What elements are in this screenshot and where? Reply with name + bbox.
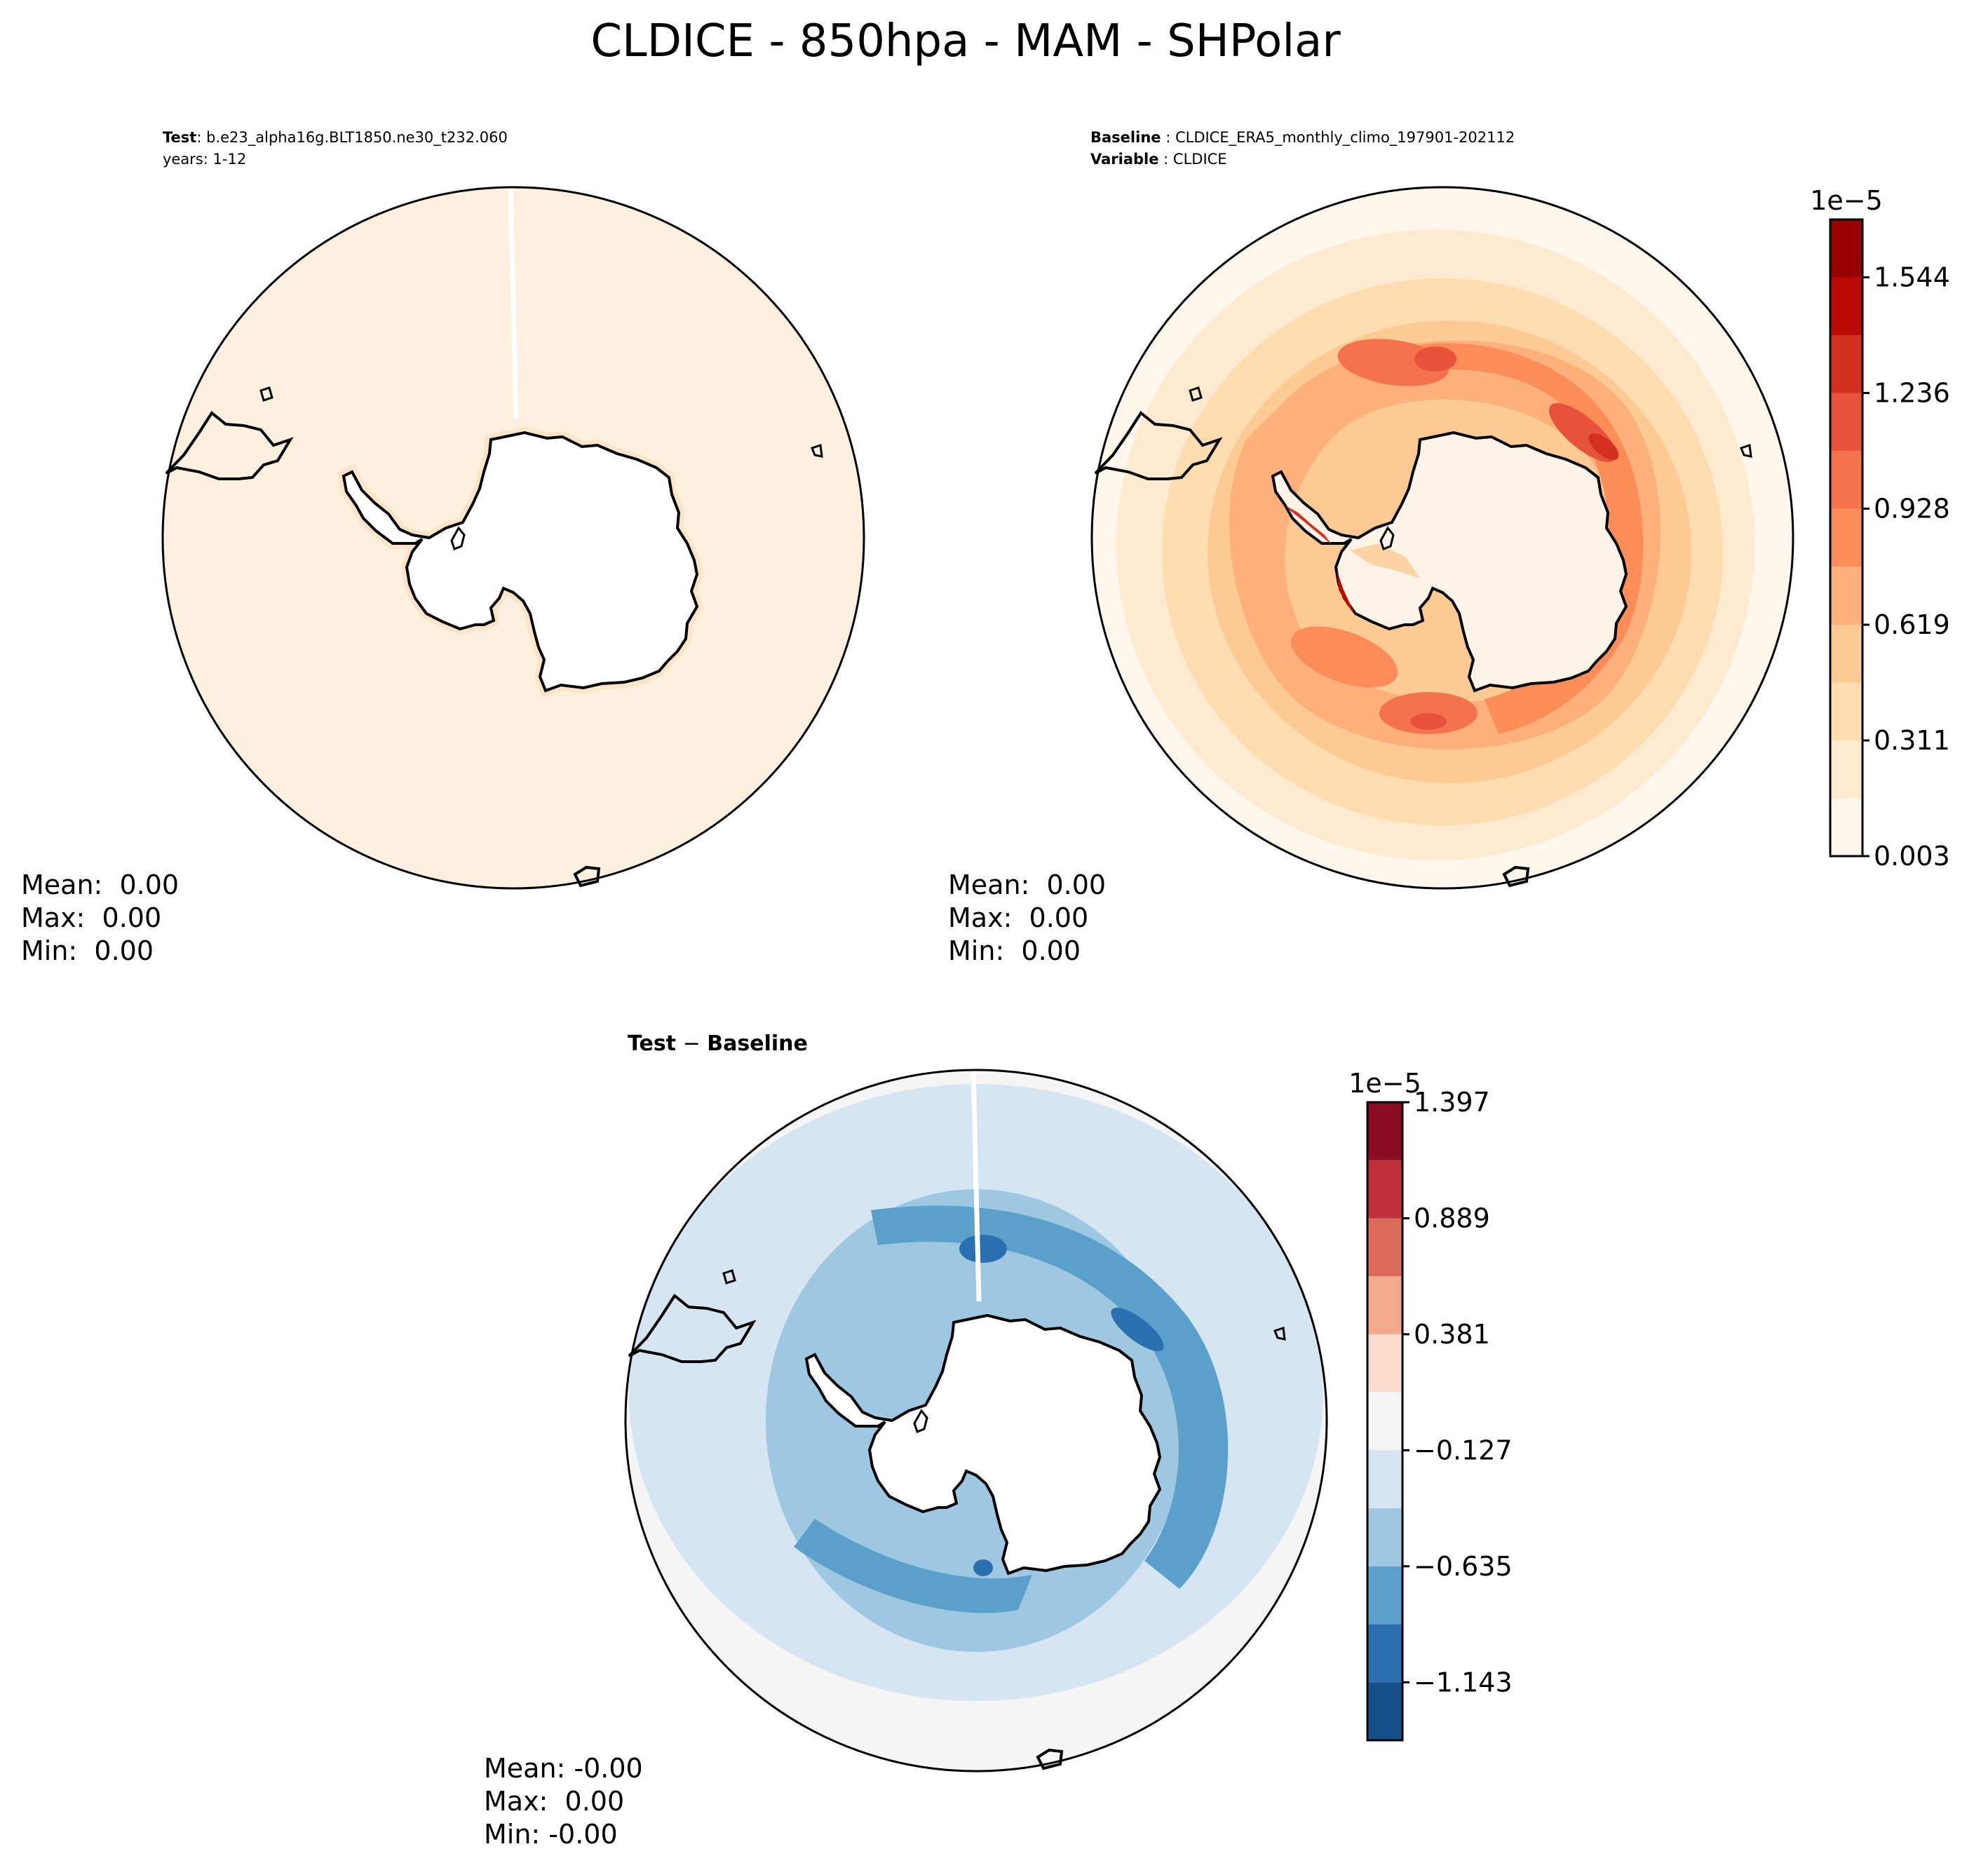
baseline-variable-value: CLDICE bbox=[1173, 151, 1227, 168]
baseline-peninsula-peak bbox=[1285, 506, 1332, 545]
diff-header: Test − Baseline bbox=[628, 1031, 808, 1056]
baseline-colorbar-bin bbox=[1830, 334, 1862, 393]
baseline-colorbar-tick-label: 1.236 bbox=[1874, 377, 1950, 408]
diff-colorbar-multiplier: 1e−5 bbox=[1348, 1068, 1421, 1099]
diff-colorbar-bin bbox=[1367, 1160, 1402, 1219]
panel-baseline: Baseline : CLDICE_ERA5_monthly_climo_197… bbox=[948, 129, 1950, 966]
diff-colorbar-tick-label: −1.143 bbox=[1414, 1667, 1513, 1698]
diff-blob-darkest-3 bbox=[973, 1559, 993, 1576]
baseline-colorbar-bin bbox=[1830, 682, 1862, 741]
baseline-colorbar-bin bbox=[1830, 625, 1862, 683]
diff-colorbar-tick-label: 1.397 bbox=[1414, 1087, 1490, 1118]
test-header-years: years: 1-12 bbox=[163, 151, 246, 168]
baseline-colorbar-bin bbox=[1830, 450, 1862, 509]
baseline-stat-min: Min: 0.00 bbox=[948, 935, 1081, 966]
diff-colorbar-tick-label: 0.889 bbox=[1414, 1202, 1490, 1233]
baseline-colorbar-frame bbox=[1829, 218, 1864, 858]
panel-difference: Test − Baseline Mean: -0.00 Max: 0.00 Mi bbox=[484, 1031, 1513, 1850]
diff-map-boundary bbox=[624, 1069, 1328, 1773]
test-stat-min: Min: 0.00 bbox=[21, 935, 154, 966]
diff-ring-dark bbox=[871, 1205, 1229, 1589]
baseline-header-value: CLDICE_ERA5_monthly_climo_197901-202112 bbox=[1175, 129, 1515, 147]
diff-colorbar-tick-label: −0.127 bbox=[1414, 1435, 1513, 1465]
baseline-variable-sep: : bbox=[1158, 151, 1172, 168]
test-stat-mean: Mean: 0.00 bbox=[21, 869, 179, 900]
test-map bbox=[161, 186, 865, 890]
diff-blob-darkest-2 bbox=[1111, 1307, 1164, 1352]
baseline-blob-level-9 bbox=[1588, 433, 1619, 461]
diff-header-baseline: Baseline bbox=[707, 1031, 808, 1056]
panel-test: Test: b.e23_alpha16g.BLT1850.ne30_t232.0… bbox=[21, 129, 865, 966]
test-header-sep: : bbox=[196, 129, 206, 146]
baseline-ross-shelf bbox=[1350, 543, 1420, 578]
test-dateline-seam bbox=[508, 187, 519, 419]
baseline-blob-level-7b bbox=[1414, 346, 1456, 372]
baseline-map-boundary bbox=[1090, 186, 1794, 890]
diff-colorbar-bin bbox=[1367, 1218, 1402, 1277]
baseline-colorbar-bin bbox=[1830, 798, 1862, 856]
diff-colorbar-tick-label: −0.635 bbox=[1414, 1551, 1513, 1582]
baseline-header-sep: : bbox=[1161, 129, 1175, 146]
diff-colorbar-bin bbox=[1367, 1566, 1402, 1625]
baseline-colorbar: 0.003 0.311 0.619 0.928 1.236 1.544 1e−5 bbox=[1810, 185, 1950, 872]
test-map-boundary bbox=[161, 186, 865, 890]
baseline-header-line2: Variable : CLDICE bbox=[1090, 151, 1227, 168]
diff-colorbar-bin bbox=[1367, 1334, 1402, 1393]
baseline-colorbar-bin bbox=[1830, 508, 1862, 567]
baseline-blob-sw bbox=[1290, 626, 1398, 688]
baseline-colorbar-tick-label: 1.544 bbox=[1874, 262, 1950, 292]
diff-stat-min: Min: -0.00 bbox=[484, 1819, 618, 1850]
diff-colorbar-bin bbox=[1367, 1392, 1402, 1451]
baseline-colorbar-bin bbox=[1830, 393, 1862, 451]
baseline-header-key: Baseline bbox=[1090, 129, 1161, 146]
diff-stat-max: Max: 0.00 bbox=[484, 1786, 624, 1817]
diff-colorbar-frame bbox=[1366, 1101, 1404, 1742]
figure-title: CLDICE - 850hpa - MAM - SHPolar bbox=[590, 15, 1341, 67]
baseline-map bbox=[1090, 186, 1794, 890]
diff-blob-darkest-1 bbox=[959, 1235, 1007, 1263]
baseline-colorbar-bin bbox=[1830, 740, 1862, 799]
baseline-colorbar-multiplier: 1e−5 bbox=[1810, 185, 1883, 216]
baseline-colorbar-bin bbox=[1830, 277, 1862, 335]
baseline-colorbar-bin bbox=[1830, 566, 1862, 625]
test-header-value: b.e23_alpha16g.BLT1850.ne30_t232.060 bbox=[206, 129, 508, 147]
baseline-colorbar-tick-label: 0.619 bbox=[1874, 609, 1950, 640]
test-header-key: Test bbox=[163, 129, 196, 146]
diff-colorbar-bin bbox=[1367, 1276, 1402, 1334]
baseline-colorbar-tick-label: 0.928 bbox=[1874, 493, 1950, 524]
baseline-stat-mean: Mean: 0.00 bbox=[948, 869, 1106, 900]
baseline-ross-coast-high bbox=[1337, 571, 1355, 614]
baseline-colorbar-tick-label: 0.311 bbox=[1874, 725, 1950, 756]
diff-ring-dark-s bbox=[794, 1519, 1032, 1613]
baseline-blob-s2 bbox=[1410, 713, 1447, 730]
diff-colorbar-bin bbox=[1367, 1624, 1402, 1683]
baseline-variable-key: Variable bbox=[1090, 151, 1158, 168]
diff-colorbar-bin bbox=[1367, 1508, 1402, 1566]
baseline-header-line1: Baseline : CLDICE_ERA5_monthly_climo_197… bbox=[1090, 129, 1515, 147]
diff-header-test: Test bbox=[628, 1031, 676, 1056]
test-header-line1: Test: b.e23_alpha16g.BLT1850.ne30_t232.0… bbox=[163, 129, 508, 147]
baseline-colorbar-tick-label: 0.003 bbox=[1874, 841, 1950, 872]
diff-colorbar-bin bbox=[1367, 1450, 1402, 1509]
diff-map bbox=[624, 1069, 1328, 1773]
diff-header-minus: − bbox=[676, 1031, 707, 1056]
diff-dateline-seam bbox=[971, 1069, 982, 1302]
diff-stat-mean: Mean: -0.00 bbox=[484, 1753, 643, 1784]
diff-colorbar-bin bbox=[1367, 1682, 1402, 1740]
baseline-stat-max: Max: 0.00 bbox=[948, 902, 1088, 933]
test-stat-max: Max: 0.00 bbox=[21, 902, 161, 933]
baseline-colorbar-bin bbox=[1830, 219, 1862, 278]
diff-colorbar-bin bbox=[1367, 1102, 1402, 1160]
diff-colorbar-tick-label: 0.381 bbox=[1414, 1319, 1490, 1350]
